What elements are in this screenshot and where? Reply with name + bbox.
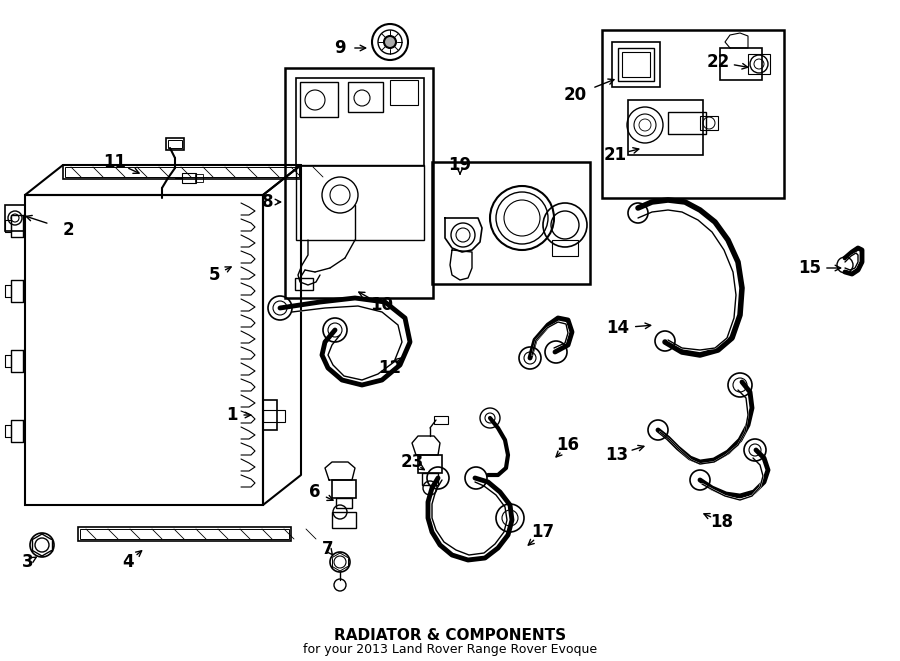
Text: 12: 12 [378,359,401,377]
Text: 20: 20 [563,86,587,104]
Text: 1: 1 [226,406,238,424]
Text: 19: 19 [448,156,472,174]
Bar [296,78,424,166]
Bar [332,480,356,498]
Bar [195,174,203,182]
Bar [25,195,263,505]
Circle shape [384,36,396,48]
Bar [552,240,578,256]
Text: 11: 11 [104,153,127,171]
Bar [628,100,703,155]
Text: 14: 14 [607,319,630,337]
Bar [622,52,650,77]
Bar [612,42,660,87]
Bar [332,512,356,528]
Bar [168,140,182,148]
Bar [668,112,706,134]
Text: 9: 9 [334,39,346,57]
Bar [65,167,299,177]
Bar [422,473,438,485]
Bar [348,82,383,112]
Bar [263,400,277,430]
Bar [700,116,718,130]
Text: 13: 13 [606,446,628,464]
Text: 22: 22 [706,53,730,71]
Bar [5,205,25,231]
Bar [748,54,770,74]
Bar [418,455,442,473]
Text: 6: 6 [310,483,320,501]
Bar [296,165,424,240]
Text: for your 2013 Land Rover Range Rover Evoque: for your 2013 Land Rover Range Rover Evo… [303,644,597,656]
Bar [390,80,418,105]
Text: 23: 23 [400,453,424,471]
Bar [166,138,184,150]
Text: 17: 17 [531,523,554,541]
Text: 10: 10 [371,296,393,314]
Text: 2: 2 [62,221,74,239]
Bar [434,416,448,424]
Text: 16: 16 [556,436,580,454]
Bar [602,30,784,198]
Text: 8: 8 [262,193,274,211]
Text: 15: 15 [798,259,822,277]
Text: 21: 21 [603,146,626,164]
Bar [263,410,285,422]
Bar [63,165,301,179]
Bar [78,527,291,541]
Text: 3: 3 [22,553,34,571]
Bar [182,173,196,183]
Text: 7: 7 [322,540,334,558]
Bar [295,278,313,290]
Bar [720,48,762,80]
Text: 18: 18 [710,513,734,531]
Bar [336,498,352,508]
Bar [80,529,289,539]
Text: RADIATOR & COMPONENTS: RADIATOR & COMPONENTS [334,627,566,642]
Text: 4: 4 [122,553,134,571]
Text: 5: 5 [209,266,220,284]
Bar [285,68,433,298]
Bar [300,82,338,117]
Bar [432,162,590,284]
Bar [618,48,654,81]
